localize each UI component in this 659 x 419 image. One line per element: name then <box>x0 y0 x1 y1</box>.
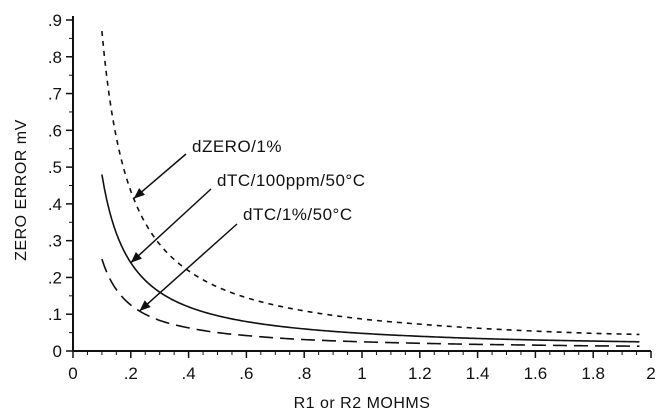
y-tick-label: .3 <box>48 232 62 251</box>
annotation-label: dZERO/1% <box>192 137 282 156</box>
annotations: dZERO/1% dTC/100ppm/50°C dTC/1%/50°C <box>130 137 365 312</box>
annotation-arrow <box>130 188 212 264</box>
annotation-arrowhead <box>139 300 151 312</box>
y-tick-label: .5 <box>48 158 62 177</box>
annotation-label: dTC/1%/50°C <box>243 205 353 224</box>
y-tick-label: .8 <box>48 48 62 67</box>
x-tick-label: 1.8 <box>581 364 605 383</box>
series-line-2 <box>101 174 640 343</box>
y-tick-label: .2 <box>48 268 62 287</box>
y-tick-label: .6 <box>48 121 62 140</box>
x-axis-title: R1 or R2 MOHMS <box>294 395 431 412</box>
x-tick-label: 1.6 <box>524 364 548 383</box>
y-axis-title: ZERO ERROR mV <box>13 119 30 261</box>
x-tick-label: .6 <box>239 364 253 383</box>
y-tick-label: .7 <box>48 85 62 104</box>
annotation-label: dTC/100ppm/50°C <box>217 171 365 190</box>
y-tick-label: .9 <box>48 11 62 30</box>
x-tick-label: 2 <box>646 364 655 383</box>
series-group <box>101 30 640 348</box>
axes: 0 .2 .4 .6 .8 1 1.2 1.4 1.6 1.8 2 0 .1 .2 .3 .4 .5 .6 .7 .8… <box>48 11 656 383</box>
y-tick-label: .4 <box>48 195 62 214</box>
x-tick-label: .2 <box>124 364 138 383</box>
x-tick-label: 1.2 <box>408 364 432 383</box>
series-line-1 <box>101 30 640 336</box>
x-tick-label: .4 <box>182 364 196 383</box>
x-tick-label: 0 <box>68 364 77 383</box>
x-tick-label: 1.4 <box>466 364 490 383</box>
annotation-arrowhead <box>133 188 145 199</box>
y-tick-label: 0 <box>53 342 62 361</box>
annotation-arrow <box>138 223 238 312</box>
x-tick-label: 1 <box>357 364 366 383</box>
annotation-arrow <box>133 153 187 200</box>
annotation-arrowhead <box>130 251 142 263</box>
y-tick-label: .1 <box>48 305 62 324</box>
x-tick-label: .8 <box>297 364 311 383</box>
series-line-3 <box>101 258 640 348</box>
